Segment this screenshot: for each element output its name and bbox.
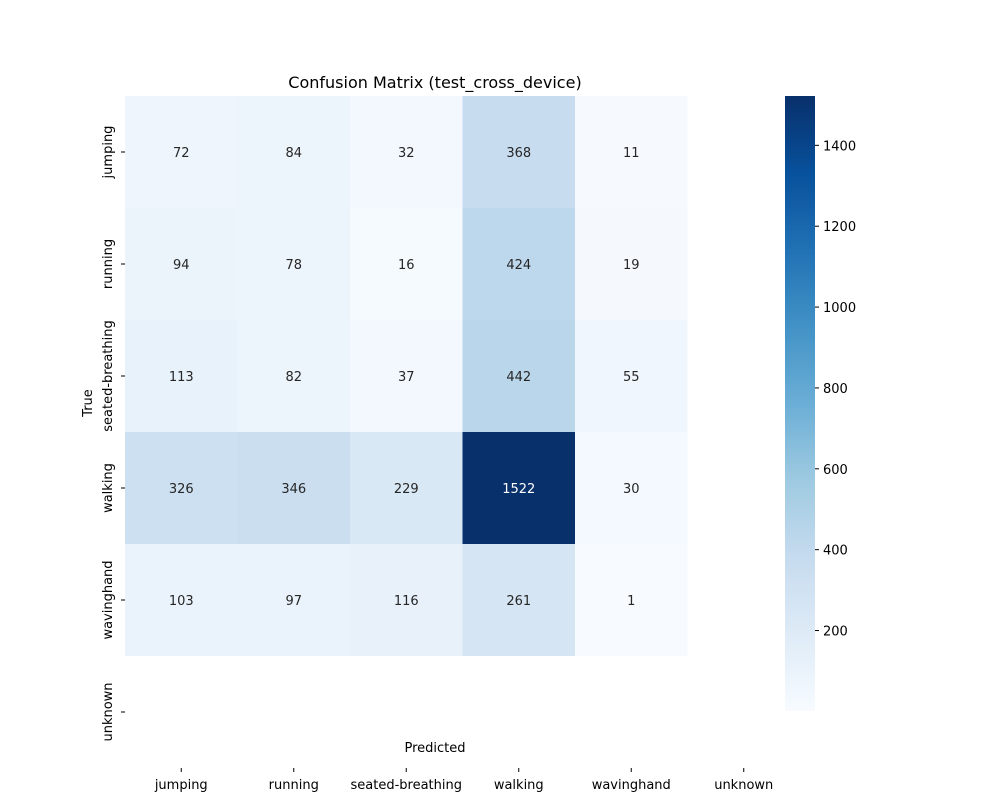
colorbar-tick-label: 200	[823, 625, 848, 640]
cell-value-label: 19	[623, 258, 640, 273]
cell-value-label: 97	[285, 594, 302, 609]
colorbar-tick-label: 600	[823, 463, 848, 478]
heatmap-cell	[575, 320, 688, 432]
heatmap-cell	[125, 544, 238, 656]
cell-value-label: 30	[623, 482, 640, 497]
x-tick-label: unknown	[714, 778, 773, 793]
x-tick-label: running	[269, 778, 319, 793]
colorbar: 200 400 600 800 1000 1200 1400	[785, 96, 856, 711]
cell-value-label: 16	[398, 258, 415, 273]
cell-value-label: 229	[394, 482, 419, 497]
cell-value-label: 84	[285, 146, 302, 161]
y-tick-label: jumping	[101, 126, 116, 180]
x-tick-label: wavinghand	[592, 778, 671, 793]
heatmap-cell	[575, 208, 688, 320]
heatmap-cell	[237, 208, 350, 320]
cell-value-label: 1522	[502, 482, 535, 497]
x-tick-label: seated-breathing	[351, 778, 463, 793]
y-tick-label: walking	[101, 463, 116, 513]
cell-value-label: 103	[169, 594, 194, 609]
heatmap-cell	[350, 320, 463, 432]
heatmap-cell	[237, 432, 350, 544]
y-tick-label: seated-breathing	[101, 320, 116, 432]
cell-value-labels: 72 84 32 368 11 94 78 16 424 19 113 82 37 442 55 326 346…	[169, 146, 640, 609]
y-tick-label: running	[101, 239, 116, 289]
cell-value-label: 82	[285, 370, 302, 385]
heatmap-cell	[125, 96, 238, 208]
cell-value-label: 11	[623, 146, 640, 161]
cell-value-label: 261	[506, 594, 531, 609]
cell-value-label: 368	[506, 146, 531, 161]
heatmap-cell	[237, 544, 350, 656]
chart-title: Confusion Matrix (test_cross_device)	[288, 73, 581, 93]
cell-value-label: 113	[169, 370, 194, 385]
heatmap-cell	[462, 96, 575, 208]
heatmap-cell	[575, 432, 688, 544]
cell-value-label: 72	[173, 146, 190, 161]
heatmap-cell	[125, 320, 238, 432]
cell-value-label: 78	[285, 258, 302, 273]
cell-value-label: 37	[398, 370, 415, 385]
heatmap-cell	[462, 208, 575, 320]
cell-value-label: 326	[169, 482, 194, 497]
colorbar-tick-label: 1400	[823, 139, 856, 154]
colorbar-tick-label: 1000	[823, 301, 856, 316]
heatmap-cell	[462, 544, 575, 656]
y-tick-label: unknown	[101, 682, 116, 741]
heatmap-cell	[350, 544, 463, 656]
heatmap-cell	[350, 432, 463, 544]
heatmap-cell	[350, 96, 463, 208]
cell-value-label: 424	[506, 258, 531, 273]
heatmap-cell	[350, 208, 463, 320]
cell-value-label: 116	[394, 594, 419, 609]
x-tick-label: jumping	[154, 778, 208, 793]
heatmap-cell	[462, 320, 575, 432]
heatmap-cell	[462, 432, 575, 544]
heatmap-cell	[237, 96, 350, 208]
heatmap-cells	[125, 96, 688, 656]
x-tick-label: walking	[494, 778, 544, 793]
cell-value-label: 32	[398, 146, 415, 161]
x-axis: jumping running seated-breathing walking wav…	[154, 768, 773, 793]
heatmap-cell	[575, 96, 688, 208]
colorbar-scale	[785, 96, 815, 711]
cell-value-label: 55	[623, 370, 640, 385]
cell-value-label: 442	[506, 370, 531, 385]
y-axis-label: True	[81, 389, 96, 418]
colorbar-tick-label: 400	[823, 544, 848, 559]
y-axis: jumping running seated-breathing walking wav…	[101, 126, 125, 742]
cell-value-label: 1	[627, 594, 635, 609]
cell-value-label: 346	[281, 482, 306, 497]
y-tick-label: wavinghand	[101, 560, 116, 639]
heatmap-cell	[125, 208, 238, 320]
x-axis-label: Predicted	[404, 741, 465, 756]
colorbar-tick-label: 800	[823, 382, 848, 397]
heatmap-cell	[125, 432, 238, 544]
heatmap-cell	[575, 544, 688, 656]
colorbar-tick-label: 1200	[823, 220, 856, 235]
heatmap-cell	[237, 320, 350, 432]
cell-value-label: 94	[173, 258, 190, 273]
